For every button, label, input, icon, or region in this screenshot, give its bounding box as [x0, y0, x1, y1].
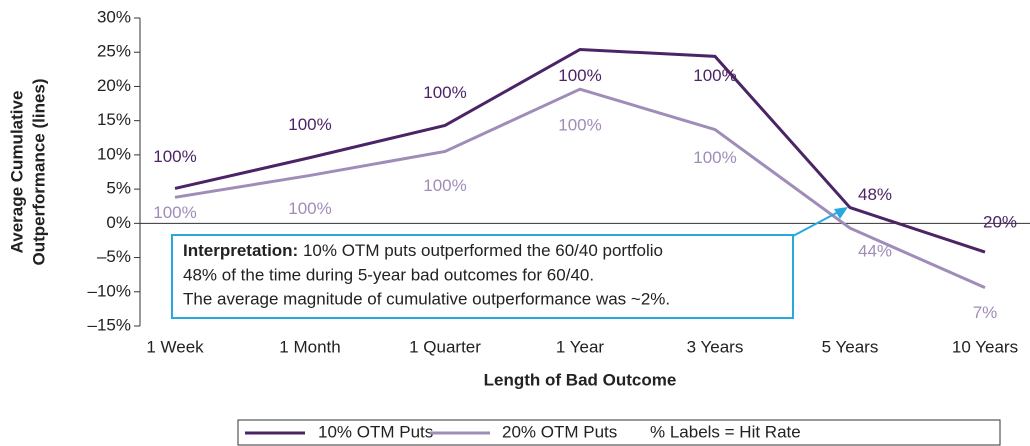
hit-rate-label: 100%: [153, 147, 196, 166]
y-axis-label: Outperformance (lines): [29, 78, 48, 265]
x-tick-label: 1 Quarter: [409, 337, 481, 356]
annotation-heading: Interpretation:: [183, 241, 298, 260]
x-axis-label: Length of Bad Outcome: [484, 370, 677, 389]
hit-rate-label: 100%: [423, 83, 466, 102]
hit-rate-label: 100%: [558, 116, 601, 135]
annotation-arrow: [792, 209, 843, 237]
y-tick-label: –15%: [88, 315, 131, 334]
hit-rate-label: 7%: [973, 303, 998, 322]
annotation-line: The average magnitude of cumulative outp…: [183, 289, 670, 308]
legend-label: 20% OTM Puts: [502, 422, 617, 441]
y-tick-label: 10%: [97, 144, 131, 163]
y-tick-label: –5%: [97, 247, 131, 266]
hit-rate-label: 100%: [423, 176, 466, 195]
series-line: [174, 87, 986, 290]
annotation-line: 10% OTM puts outperformed the 60/40 port…: [298, 241, 663, 260]
y-tick-label: 30%: [97, 7, 131, 26]
y-tick-label: 15%: [97, 110, 131, 129]
x-tick-label: 1 Week: [146, 337, 204, 356]
hit-rate-label: 48%: [858, 185, 892, 204]
y-tick-label: –10%: [88, 281, 131, 300]
annotation-line: 48% of the time during 5-year bad outcom…: [183, 265, 594, 284]
annotation-text: Interpretation: 10% OTM puts outperforme…: [183, 241, 663, 260]
x-tick-label: 1 Year: [556, 337, 605, 356]
x-tick-label: 10 Years: [952, 337, 1018, 356]
x-tick-label: 3 Years: [687, 337, 744, 356]
hit-rate-label: 100%: [693, 148, 736, 167]
legend-box: [237, 419, 1001, 446]
y-tick-label: 25%: [97, 42, 131, 61]
hit-rate-label: 44%: [858, 242, 892, 261]
hit-rate-label: 100%: [693, 66, 736, 85]
x-tick-label: 1 Month: [279, 337, 340, 356]
hit-rate-label: 100%: [153, 203, 196, 222]
y-axis-label: Average Cumulative: [7, 91, 26, 254]
y-tick-label: 0%: [106, 213, 131, 232]
y-tick-label: 5%: [106, 179, 131, 198]
y-tick-label: 20%: [97, 76, 131, 95]
hit-rate-label: 100%: [288, 115, 331, 134]
hit-rate-label: 20%: [983, 213, 1017, 232]
series-line: [174, 47, 986, 254]
legend-note: % Labels = Hit Rate: [650, 422, 801, 441]
annotation-box: [171, 234, 794, 319]
hit-rate-label: 100%: [558, 66, 601, 85]
annotation-arrowhead: [834, 207, 848, 219]
x-tick-label: 5 Years: [822, 337, 879, 356]
hit-rate-label: 100%: [288, 199, 331, 218]
legend-label: 10% OTM Puts: [318, 422, 433, 441]
